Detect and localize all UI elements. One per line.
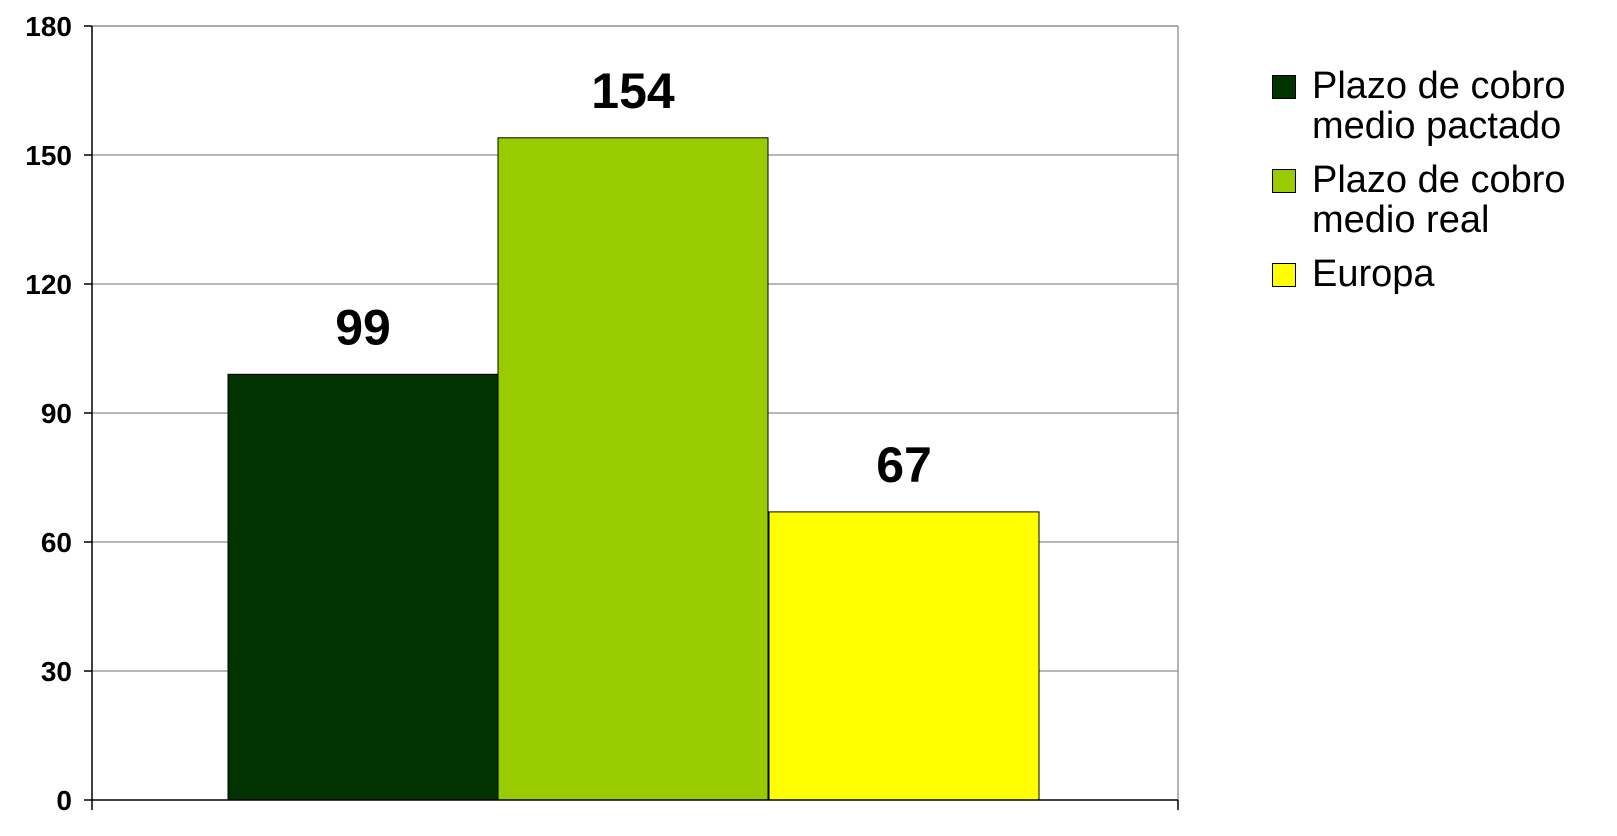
data-label-2: 67	[876, 437, 932, 493]
legend: Plazo de cobro medio pactado Plazo de co…	[1272, 66, 1612, 308]
legend-swatch-pactado	[1272, 75, 1296, 99]
y-tick-label-0: 0	[56, 785, 72, 816]
y-tick-label-180: 180	[25, 11, 72, 42]
data-label-0: 99	[335, 299, 391, 355]
y-tick-label-120: 120	[25, 269, 72, 300]
legend-label-real: Plazo de cobro medio real	[1312, 159, 1566, 241]
bar-2	[768, 511, 1040, 801]
legend-label-europa: Europa	[1312, 253, 1435, 295]
legend-swatch-real	[1272, 169, 1296, 193]
legend-label-pactado: Plazo de cobro medio pactado	[1312, 65, 1566, 147]
bar-0	[227, 373, 499, 801]
bar-1	[497, 137, 769, 801]
legend-swatch-europa	[1272, 263, 1296, 287]
legend-item-europa: Europa	[1272, 254, 1612, 294]
legend-item-pactado: Plazo de cobro medio pactado	[1272, 66, 1612, 146]
data-label-1: 154	[591, 63, 675, 119]
y-tick-label-30: 30	[41, 656, 72, 687]
y-tick-label-60: 60	[41, 527, 72, 558]
y-tick-label-150: 150	[25, 140, 72, 171]
legend-item-real: Plazo de cobro medio real	[1272, 160, 1612, 240]
y-tick-label-90: 90	[41, 398, 72, 429]
